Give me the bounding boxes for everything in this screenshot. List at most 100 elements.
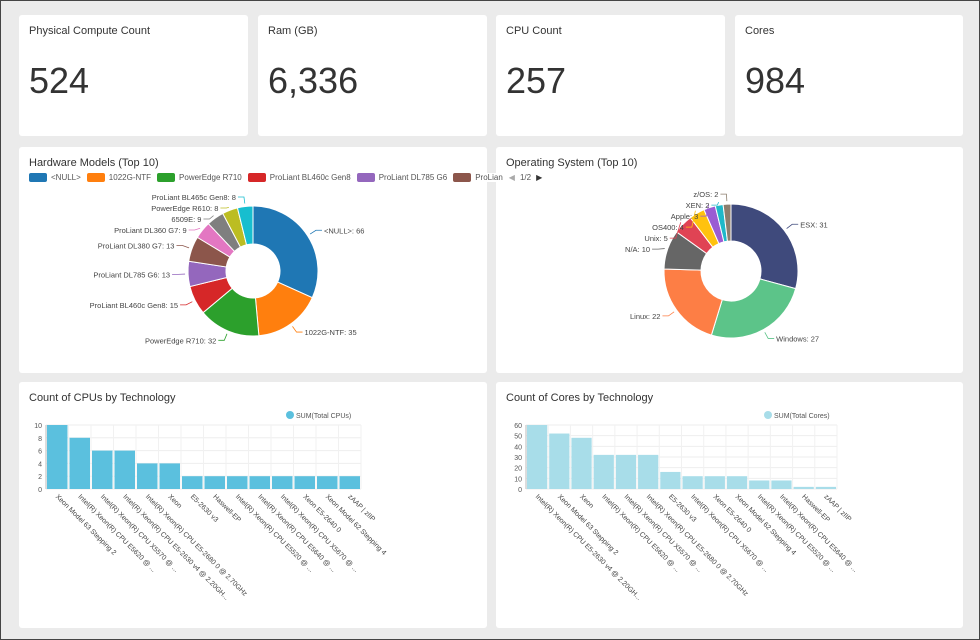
bar [815, 486, 836, 489]
bar [527, 425, 548, 489]
y-tick-label: 6 [38, 449, 42, 456]
y-tick-label: 30 [514, 455, 522, 462]
label-leader-line [662, 311, 675, 317]
chart-title: Hardware Models (Top 10) [29, 157, 159, 169]
bar [69, 437, 90, 489]
bar [549, 433, 570, 489]
bar [204, 476, 225, 489]
cores-by-tech-card: Count of Cores by Technology 0 10 20 30 40 50… [496, 382, 963, 628]
pie-slice [722, 203, 732, 242]
pie-label: Unix: 5 [644, 234, 667, 243]
legend-item[interactable]: ProLiant DL785 G6 [356, 173, 447, 182]
label-leader-line [176, 245, 190, 249]
bar [159, 463, 180, 489]
pie-label: Windows: 27 [776, 334, 819, 343]
hardware-models-card: Hardware Models (Top 10) <NULL>: 66 1022G… [19, 147, 543, 373]
bar [339, 476, 360, 489]
chart-title: Operating System (Top 10) [506, 157, 638, 169]
bar [317, 476, 338, 489]
x-tick-label: Xeon [166, 493, 183, 510]
x-tick-label: Intel(R) Xeon(R) CPU E5-2630 v4 @ 2.20GH… [534, 493, 642, 601]
legend-item[interactable]: <NULL> [29, 173, 81, 182]
pie-label: Apple: 3 [671, 212, 699, 221]
label-leader-line [237, 196, 246, 204]
pie-label: N/A: 10 [625, 245, 650, 254]
kpi-title: CPU Count [506, 25, 562, 37]
kpi-value: 6,336 [268, 60, 359, 101]
label-leader-line [180, 301, 193, 306]
pie-label: ESX: 31 [800, 220, 828, 229]
label-leader-line [292, 326, 303, 333]
y-tick-label: 50 [514, 434, 522, 441]
cores-bar-chart: 0 10 20 30 40 50 60 Intel(R) Xeon(R) CPU E5-263… [514, 411, 858, 602]
y-tick-label: 2 [38, 474, 42, 481]
bar [571, 437, 592, 489]
pie-label: ProLiant DL360 G7: 9 [114, 226, 187, 235]
chart-title: Count of Cores by Technology [506, 392, 654, 404]
label-leader-line [220, 207, 229, 209]
pie-label: OS400: 4 [652, 223, 684, 232]
legend-next-icon[interactable]: ▶ [536, 173, 543, 182]
pie-label: XEN: 2 [686, 201, 710, 210]
hardware-pie: <NULL>: 66 1022G-NTF: 35 PowerEdge R710: 3… [90, 193, 365, 345]
label-leader-line [711, 201, 719, 206]
pie-slice [252, 205, 319, 299]
legend-item[interactable]: ProLiant BL460c Gen8 [247, 173, 351, 182]
bar [660, 471, 681, 489]
y-tick-label: 0 [38, 487, 42, 494]
bar [593, 454, 614, 489]
legend-item[interactable]: PowerEdge R710 [157, 173, 242, 182]
os-pie: ESX: 31 Windows: 27 Linux: 22 N/A: 10 Unix: … [625, 190, 828, 343]
pie-label: ProLiant BL460c Gen8: 15 [90, 301, 178, 310]
label-leader-line [786, 223, 799, 229]
legend-label: SUM(Total Cores) [774, 413, 830, 420]
bar [114, 450, 135, 489]
pie-label: ProLiant DL785 G6: 13 [93, 270, 170, 279]
bar [771, 480, 792, 489]
kpi-card-ram: Ram (GB) 6,336 [258, 15, 487, 136]
pie-slice [730, 203, 799, 290]
legend-prev-icon[interactable]: ◀ [508, 173, 515, 182]
y-tick-label: 10 [514, 476, 522, 483]
bar [682, 476, 703, 489]
pie-slice [663, 268, 723, 336]
bar [793, 486, 814, 489]
bar [92, 450, 113, 489]
y-tick-label: 8 [38, 436, 42, 443]
kpi-value: 524 [29, 60, 90, 101]
pie-slice [236, 205, 254, 246]
pie-label: PowerEdge R610: 8 [151, 204, 218, 213]
kpi-title: Physical Compute Count [29, 25, 151, 37]
bar [704, 476, 725, 489]
label-leader-line [188, 227, 201, 231]
label-leader-line [700, 204, 709, 217]
legend-marker [286, 411, 294, 419]
kpi-value: 984 [745, 60, 806, 101]
os-card: Operating System (Top 10) ESX: 31 Windows… [496, 147, 963, 373]
kpi-card-physical-compute: Physical Compute Count 524 [19, 15, 248, 136]
pie-label: 6509E: 9 [171, 215, 201, 224]
pie-label: Linux: 22 [630, 312, 660, 321]
pie-label: <NULL>: 66 [324, 226, 364, 235]
bar [749, 480, 770, 489]
pie-label: z/OS: 2 [693, 190, 718, 199]
bar [182, 476, 203, 489]
chart-legend: <NULL> 1022G-NTF PowerEdge R710 ProLiant… [29, 173, 543, 182]
chart-title: Count of CPUs by Technology [29, 392, 176, 404]
pie-label: ProLiant BL465c Gen8: 8 [152, 193, 236, 202]
bar [227, 476, 248, 489]
pie-label: ProLiant DL380 G7: 13 [98, 241, 175, 250]
legend-item[interactable]: ProLian [453, 173, 503, 182]
legend-item[interactable]: 1022G-NTF [86, 173, 151, 182]
label-leader-line [309, 229, 322, 235]
y-tick-label: 40 [514, 444, 522, 451]
x-tick-label: Xeon [578, 493, 595, 510]
x-tick-label: Xeon E5-2640 0 [711, 493, 752, 534]
bar [638, 454, 659, 489]
y-tick-label: 20 [514, 466, 522, 473]
legend-marker [764, 411, 772, 419]
legend-label: SUM(Total CPUs) [296, 413, 351, 420]
label-leader-line [669, 222, 682, 239]
x-tick-label: Intel(R) Xeon(R) CPU E5-2680 0 @ 2.70GHz [645, 493, 750, 598]
